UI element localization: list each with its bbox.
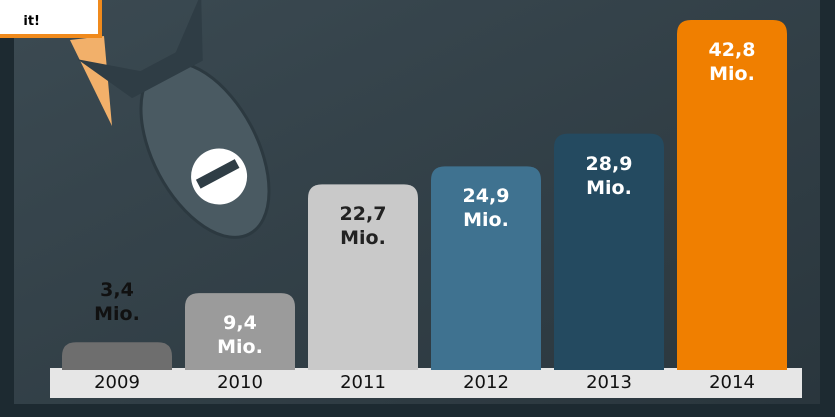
bar bbox=[431, 166, 541, 370]
x-tick-label: 2012 bbox=[463, 372, 509, 393]
year-strip bbox=[50, 368, 802, 398]
value-label: 42,8 Mio. bbox=[708, 39, 756, 85]
callout-tail bbox=[70, 36, 112, 126]
bar bbox=[62, 342, 172, 370]
value-label: 28,9 Mio. bbox=[585, 152, 633, 199]
x-tick-label: 2011 bbox=[340, 372, 386, 393]
value-label: 22,7 Mio. bbox=[339, 203, 387, 250]
value-label: 9,4 Mio. bbox=[217, 312, 263, 359]
bar bbox=[185, 293, 295, 370]
bomb-illustration bbox=[77, 0, 271, 239]
x-tick-label: 2010 bbox=[217, 372, 263, 393]
x-tick-label: 2009 bbox=[94, 372, 140, 393]
callout: it! bbox=[0, 0, 102, 38]
bar bbox=[308, 184, 418, 370]
bar bbox=[554, 133, 664, 370]
value-label: 24,9 Mio. bbox=[462, 185, 510, 232]
value-label: 3,4 Mio. bbox=[94, 279, 140, 326]
bar bbox=[677, 20, 787, 370]
x-tick-label: 2013 bbox=[586, 372, 632, 393]
x-tick-label: 2014 bbox=[709, 372, 755, 393]
